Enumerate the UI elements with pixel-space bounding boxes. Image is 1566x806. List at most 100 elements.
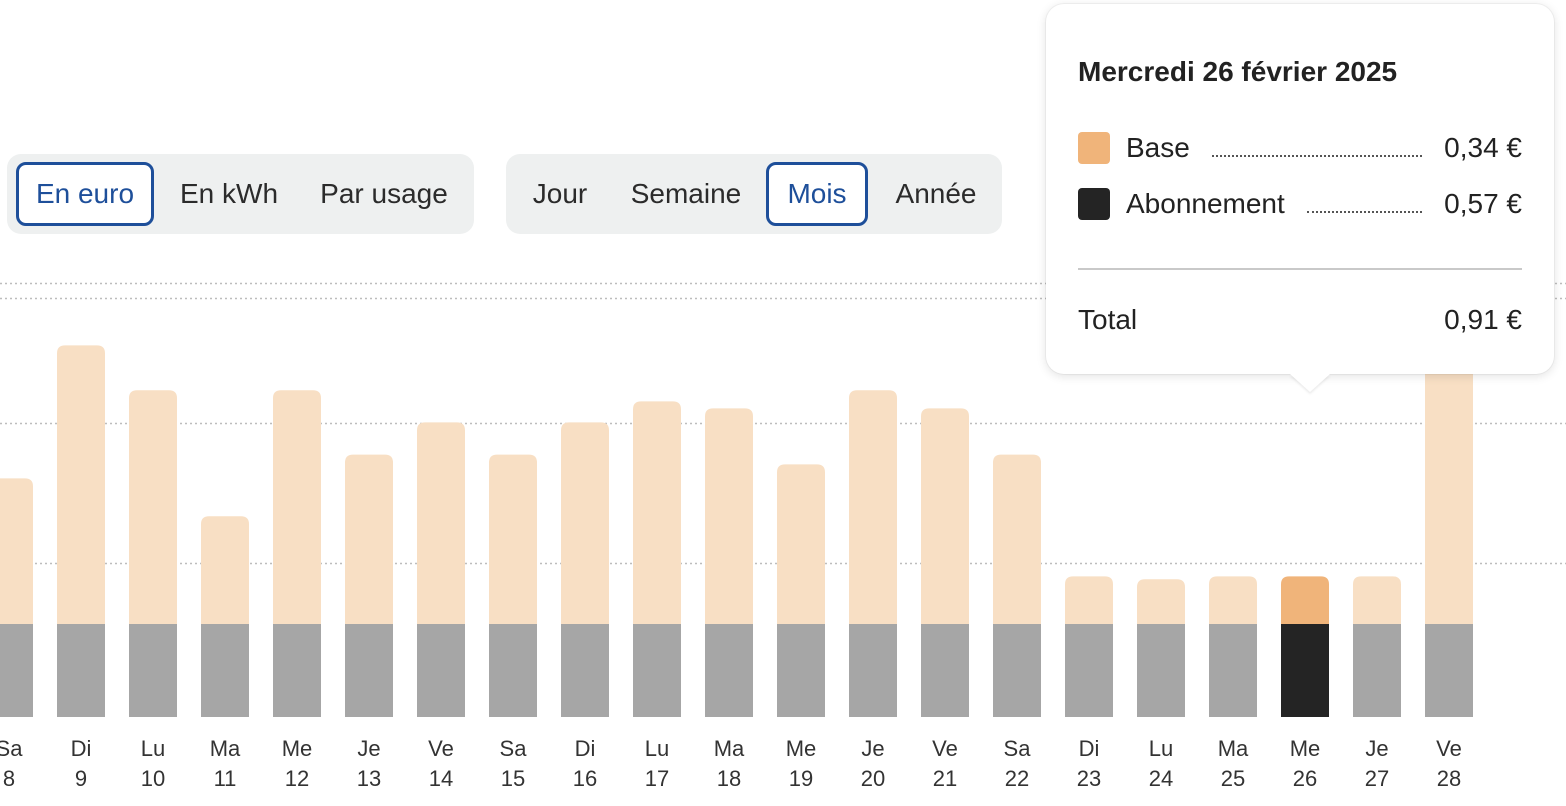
x-tick-date-label: 9: [75, 766, 87, 791]
period-week-option[interactable]: Semaine: [630, 178, 742, 209]
bar-abonnement-segment[interactable]: [0, 624, 33, 717]
bar-base-segment[interactable]: [633, 401, 681, 624]
x-tick-day-label: Me: [1290, 736, 1321, 761]
bar-abonnement-segment[interactable]: [993, 624, 1041, 717]
x-tick-day-label: Di: [575, 736, 596, 761]
bar-abonnement-segment[interactable]: [921, 624, 969, 717]
x-tick-date-label: 22: [1005, 766, 1029, 791]
x-tick-day-label: Ve: [932, 736, 958, 761]
base-color-swatch: [1078, 132, 1110, 164]
bar-abonnement-segment[interactable]: [345, 624, 393, 717]
tooltip-title: Mercredi 26 février 2025: [1078, 56, 1398, 87]
tooltip-row-base: Base 0,34 €: [1078, 130, 1522, 166]
x-tick-date-label: 11: [214, 766, 237, 791]
bar-base-segment[interactable]: [777, 464, 825, 624]
x-tick-date-label: 19: [789, 766, 813, 791]
period-toggle: Jour Semaine Mois Année: [506, 154, 1002, 234]
period-day-option[interactable]: Jour: [532, 178, 588, 209]
bar-abonnement-segment[interactable]: [489, 624, 537, 717]
bar-base-segment[interactable]: [57, 345, 105, 624]
bar-base-segment[interactable]: [201, 516, 249, 624]
bar-abonnement-segment[interactable]: [777, 624, 825, 717]
day-detail-tooltip: Mercredi 26 février 2025 Base 0,34 € Abo…: [1046, 4, 1554, 392]
unit-usage-option[interactable]: Par usage: [320, 178, 448, 209]
x-tick-date-label: 16: [573, 766, 597, 791]
period-year-option[interactable]: Année: [895, 178, 977, 209]
bar-base-segment[interactable]: [921, 408, 969, 624]
unit-kwh-option[interactable]: En kWh: [179, 178, 279, 209]
x-tick-day-label: Di: [1079, 736, 1100, 761]
x-tick-date-label: 10: [141, 766, 165, 791]
x-tick-day-label: Je: [861, 736, 884, 761]
x-tick-day-label: Sa: [1004, 736, 1032, 761]
bar-abonnement-segment[interactable]: [1281, 624, 1329, 717]
dotted-leader: [1211, 155, 1423, 157]
bar-abonnement-segment[interactable]: [417, 624, 465, 717]
tooltip-row-abonnement: Abonnement 0,57 €: [1078, 186, 1522, 222]
x-tick-day-label: Me: [282, 736, 313, 761]
x-tick-date-label: 17: [645, 766, 669, 791]
x-tick-day-label: Lu: [1149, 736, 1173, 761]
bar-abonnement-segment[interactable]: [129, 624, 177, 717]
bar-base-segment[interactable]: [1137, 579, 1185, 624]
x-tick-day-label: Je: [357, 736, 380, 761]
x-tick-date-label: 8: [3, 766, 15, 791]
tooltip-total-value: 0,91 €: [1444, 304, 1522, 335]
tooltip-pointer: [1290, 374, 1330, 392]
x-tick-date-label: 26: [1293, 766, 1317, 791]
unit-euro-option[interactable]: En euro: [16, 162, 154, 226]
bar-abonnement-segment[interactable]: [1425, 624, 1473, 717]
bar-abonnement-segment[interactable]: [561, 624, 609, 717]
period-month-option[interactable]: Mois: [766, 162, 868, 226]
tooltip-row-value: 0,34 €: [1444, 132, 1522, 163]
bar-base-segment[interactable]: [705, 408, 753, 624]
bar-abonnement-segment[interactable]: [849, 624, 897, 717]
bar-abonnement-segment[interactable]: [633, 624, 681, 717]
x-tick-date-label: 21: [933, 766, 957, 791]
unit-toggle: En euro En kWh Par usage: [7, 154, 474, 234]
bar-base-segment[interactable]: [1209, 576, 1257, 624]
bar-base-segment[interactable]: [561, 422, 609, 624]
tooltip-row-label: Abonnement: [1126, 188, 1285, 219]
bar-abonnement-segment[interactable]: [705, 624, 753, 717]
x-tick-date-label: 14: [429, 766, 453, 791]
x-tick-date-label: 20: [861, 766, 885, 791]
bar-base-segment[interactable]: [1425, 330, 1473, 624]
bar-abonnement-segment[interactable]: [273, 624, 321, 717]
x-tick-day-label: Sa: [500, 736, 528, 761]
bar-base-segment[interactable]: [849, 390, 897, 624]
bar-abonnement-segment[interactable]: [1065, 624, 1113, 717]
tooltip-total-label: Total: [1078, 304, 1138, 335]
x-tick-date-label: 23: [1077, 766, 1101, 791]
x-tick-day-label: Je: [1365, 736, 1388, 761]
bar-base-segment[interactable]: [273, 390, 321, 624]
x-tick-date-label: 28: [1437, 766, 1461, 791]
bar-base-segment[interactable]: [1353, 576, 1401, 624]
bar-abonnement-segment[interactable]: [201, 624, 249, 717]
x-tick-day-label: Ma: [1218, 736, 1249, 761]
bar-base-segment[interactable]: [0, 478, 33, 624]
x-tick-day-label: Lu: [141, 736, 165, 761]
x-tick-date-label: 15: [501, 766, 525, 791]
bar-base-segment[interactable]: [1065, 576, 1113, 624]
tooltip-row-label: Base: [1126, 132, 1190, 163]
bar-base-segment[interactable]: [129, 390, 177, 624]
x-tick-day-label: Sa: [0, 736, 23, 761]
bar-base-segment[interactable]: [417, 422, 465, 624]
abonnement-color-swatch: [1078, 188, 1110, 220]
bar-abonnement-segment[interactable]: [1137, 624, 1185, 717]
x-tick-day-label: Di: [71, 736, 92, 761]
x-tick-date-label: 24: [1149, 766, 1173, 791]
bar-abonnement-segment[interactable]: [1353, 624, 1401, 717]
x-tick-date-label: 13: [357, 766, 381, 791]
bar-base-segment[interactable]: [345, 454, 393, 624]
tooltip-divider: [1078, 268, 1522, 270]
bar-base-segment[interactable]: [993, 454, 1041, 624]
bar-abonnement-segment[interactable]: [57, 624, 105, 717]
bar-base-segment[interactable]: [489, 454, 537, 624]
bar-base-segment[interactable]: [1281, 576, 1329, 624]
x-tick-date-label: 18: [717, 766, 741, 791]
x-tick-date-label: 25: [1221, 766, 1245, 791]
bar-abonnement-segment[interactable]: [1209, 624, 1257, 717]
